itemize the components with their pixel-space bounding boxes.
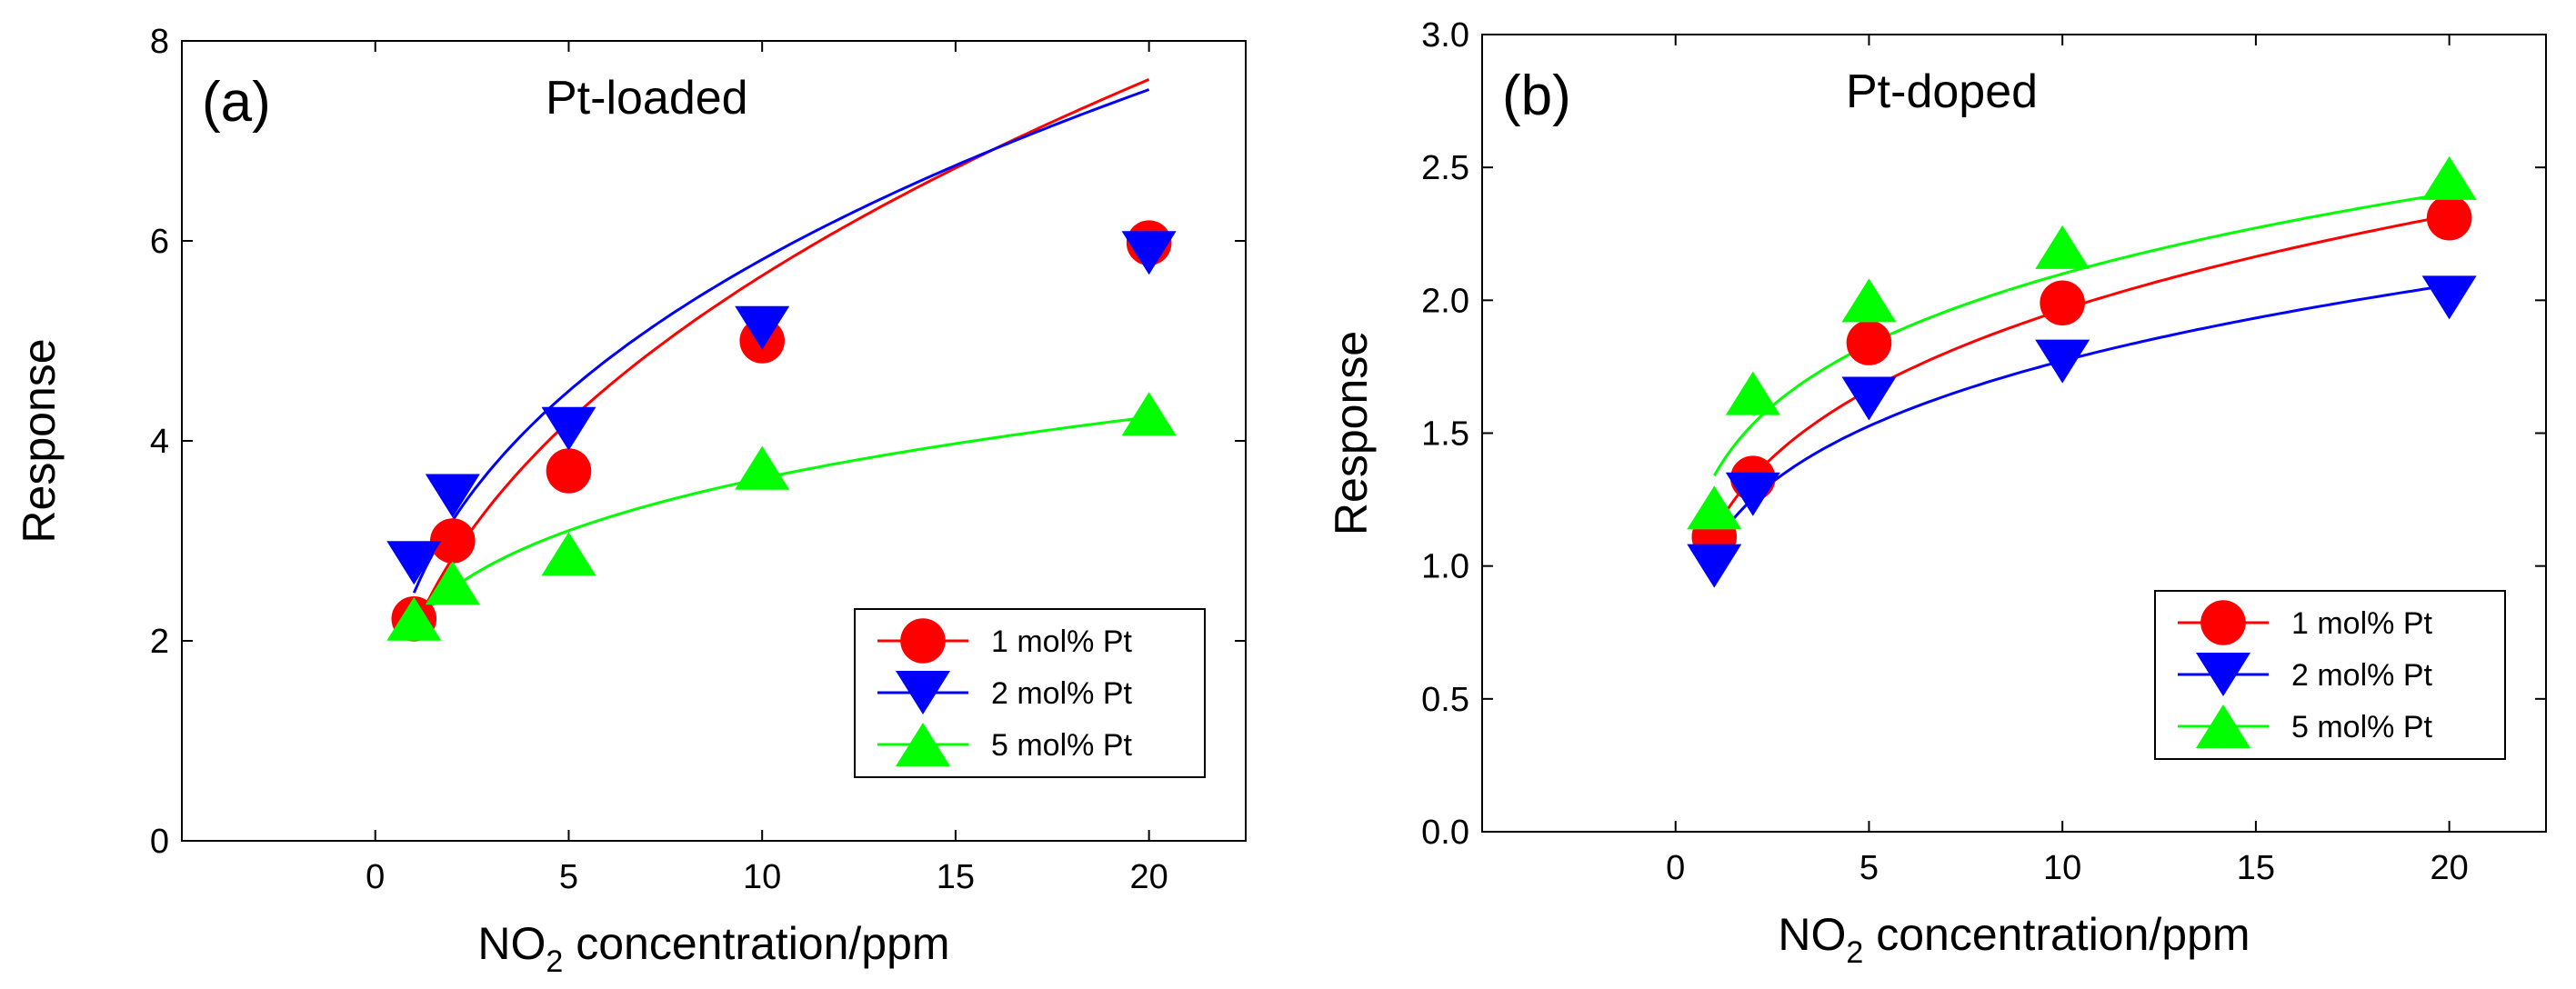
fit-curve xyxy=(1713,191,2450,477)
data-point xyxy=(430,518,476,564)
legend-label: 1 mol% Pt xyxy=(2291,606,2432,641)
y-tick-label: 0 xyxy=(150,823,169,861)
data-point xyxy=(735,445,790,490)
data-point xyxy=(541,532,596,576)
data-point xyxy=(1121,392,1177,436)
x-tick-label: 15 xyxy=(937,858,975,896)
data-point xyxy=(386,541,442,585)
x-tick-label: 20 xyxy=(2430,849,2468,887)
y-tick-label: 2 xyxy=(150,623,169,661)
data-point xyxy=(1121,231,1177,275)
data-point xyxy=(2035,339,2090,384)
y-tick-label: 3.0 xyxy=(1421,16,1469,55)
data-point xyxy=(425,561,480,605)
panel-label: (a) xyxy=(202,71,271,134)
x-axis-label: NO2 concentration/ppm xyxy=(1778,909,2250,970)
x-tick-label: 10 xyxy=(2043,849,2081,887)
data-point xyxy=(2426,195,2472,241)
data-point xyxy=(1841,376,1897,421)
panel-title: Pt-loaded xyxy=(546,72,748,125)
x-tick-label: 5 xyxy=(1859,849,1879,887)
y-axis-label: Response xyxy=(14,338,65,543)
panel-label: (b) xyxy=(1502,65,1571,127)
data-point xyxy=(2421,155,2477,200)
y-tick-label: 2.5 xyxy=(1421,149,1469,187)
fit-curve xyxy=(1713,284,2450,546)
legend-marker xyxy=(896,723,950,766)
x-tick-label: 5 xyxy=(559,858,578,896)
panel-title: Pt-doped xyxy=(1846,65,2038,118)
x-tick-label: 0 xyxy=(1666,849,1685,887)
data-point xyxy=(1687,544,1742,588)
x-tick-label: 10 xyxy=(743,858,781,896)
data-point xyxy=(541,406,596,451)
data-point xyxy=(1687,485,1742,530)
data-point xyxy=(1725,371,1780,415)
legend-label: 2 mol% Pt xyxy=(2291,658,2432,693)
chart-panel-2: 0 5 10 15 20 0.0 0.5 1.0 1.5 2.0 2.5 3.0 NO2 concent… xyxy=(1326,16,2547,970)
legend-marker xyxy=(2196,653,2250,696)
y-tick-label: 4 xyxy=(150,423,169,461)
x-tick-label: 0 xyxy=(366,858,385,896)
data-point xyxy=(2421,275,2477,320)
y-axis-label: Response xyxy=(1326,331,1377,535)
legend-label: 5 mol% Pt xyxy=(991,728,1132,763)
legend-label: 2 mol% Pt xyxy=(991,676,1132,711)
fit-curve xyxy=(412,78,1150,632)
data-point xyxy=(2040,280,2085,326)
y-tick-label: 0.0 xyxy=(1421,814,1469,852)
legend-label: 5 mol% Pt xyxy=(2291,710,2432,744)
y-tick-label: 6 xyxy=(150,223,169,261)
y-tick-label: 0.5 xyxy=(1421,681,1469,719)
data-point xyxy=(546,448,592,494)
y-tick-label: 1.5 xyxy=(1421,415,1469,454)
data-point xyxy=(386,596,442,641)
data-point xyxy=(425,474,480,518)
data-point xyxy=(2035,225,2090,269)
y-tick-label: 1.0 xyxy=(1421,548,1469,586)
legend-marker xyxy=(2200,600,2246,645)
data-point xyxy=(1725,472,1780,516)
chart-panel-1: 0 5 10 15 20 0 2 4 6 8 NO2 concentration/ppm Respon… xyxy=(14,23,1247,979)
data-point xyxy=(1846,320,1892,365)
legend-label: 1 mol% Pt xyxy=(991,624,1132,659)
data-point xyxy=(735,305,790,350)
y-tick-label: 8 xyxy=(150,23,169,61)
data-point xyxy=(1841,278,1897,323)
y-tick-label: 2.0 xyxy=(1421,282,1469,320)
legend-marker xyxy=(900,618,946,664)
x-tick-label: 20 xyxy=(1129,858,1168,896)
fit-curve xyxy=(413,415,1149,626)
legend-marker xyxy=(2196,704,2250,748)
fit-curve xyxy=(412,88,1150,594)
legend-marker xyxy=(896,671,950,714)
x-tick-label: 15 xyxy=(2237,849,2275,887)
x-axis-label: NO2 concentration/ppm xyxy=(477,918,949,979)
